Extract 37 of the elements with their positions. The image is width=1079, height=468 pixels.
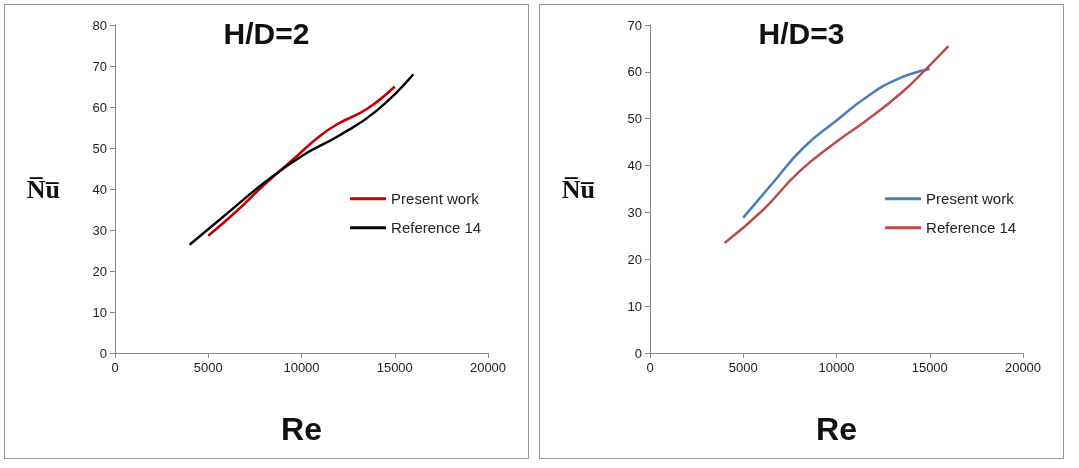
y-axis-title: N̅u̅ [26,174,60,204]
y-tick-label: 0 [99,345,107,361]
y-tick-label: 0 [634,345,642,361]
x-axis-title: Re [281,411,322,447]
legend-label: Present work [926,190,1015,208]
x-tick-label: 0 [646,360,654,375]
y-tick-label: 20 [627,251,642,267]
legend-label: Reference 14 [926,219,1017,237]
x-tick-label: 10000 [818,360,855,375]
x-axis-title: Re [816,411,857,447]
chart-title: H/D=2 [223,16,310,50]
legend-label: Reference 14 [391,219,482,237]
y-tick-label: 10 [92,304,107,320]
y-tick-label: 70 [92,58,107,74]
y-tick-label: 50 [627,111,642,127]
y-tick-label: 60 [92,99,107,115]
y-tick-label: 80 [92,17,107,33]
x-tick-label: 10000 [283,360,320,375]
legend-label: Present work [391,190,480,208]
x-tick-label: 5000 [193,360,223,375]
chart-title: H/D=3 [758,16,845,50]
y-tick-label: 10 [627,298,642,314]
y-tick-label: 50 [92,140,107,156]
x-tick-label: 5000 [728,360,758,375]
y-axis-title: N̅u̅ [561,174,595,204]
y-tick-label: 20 [92,263,107,279]
x-tick-label: 0 [111,360,119,375]
x-tick-label: 20000 [1004,360,1042,375]
x-tick-label: 15000 [376,360,413,375]
x-tick-label: 20000 [469,360,507,375]
y-tick-label: 60 [627,64,642,80]
y-tick-label: 40 [627,158,642,174]
y-tick-label: 30 [627,204,642,220]
y-tick-label: 70 [627,17,642,33]
x-tick-label: 15000 [911,360,948,375]
y-tick-label: 30 [92,222,107,238]
y-tick-label: 40 [92,181,107,197]
